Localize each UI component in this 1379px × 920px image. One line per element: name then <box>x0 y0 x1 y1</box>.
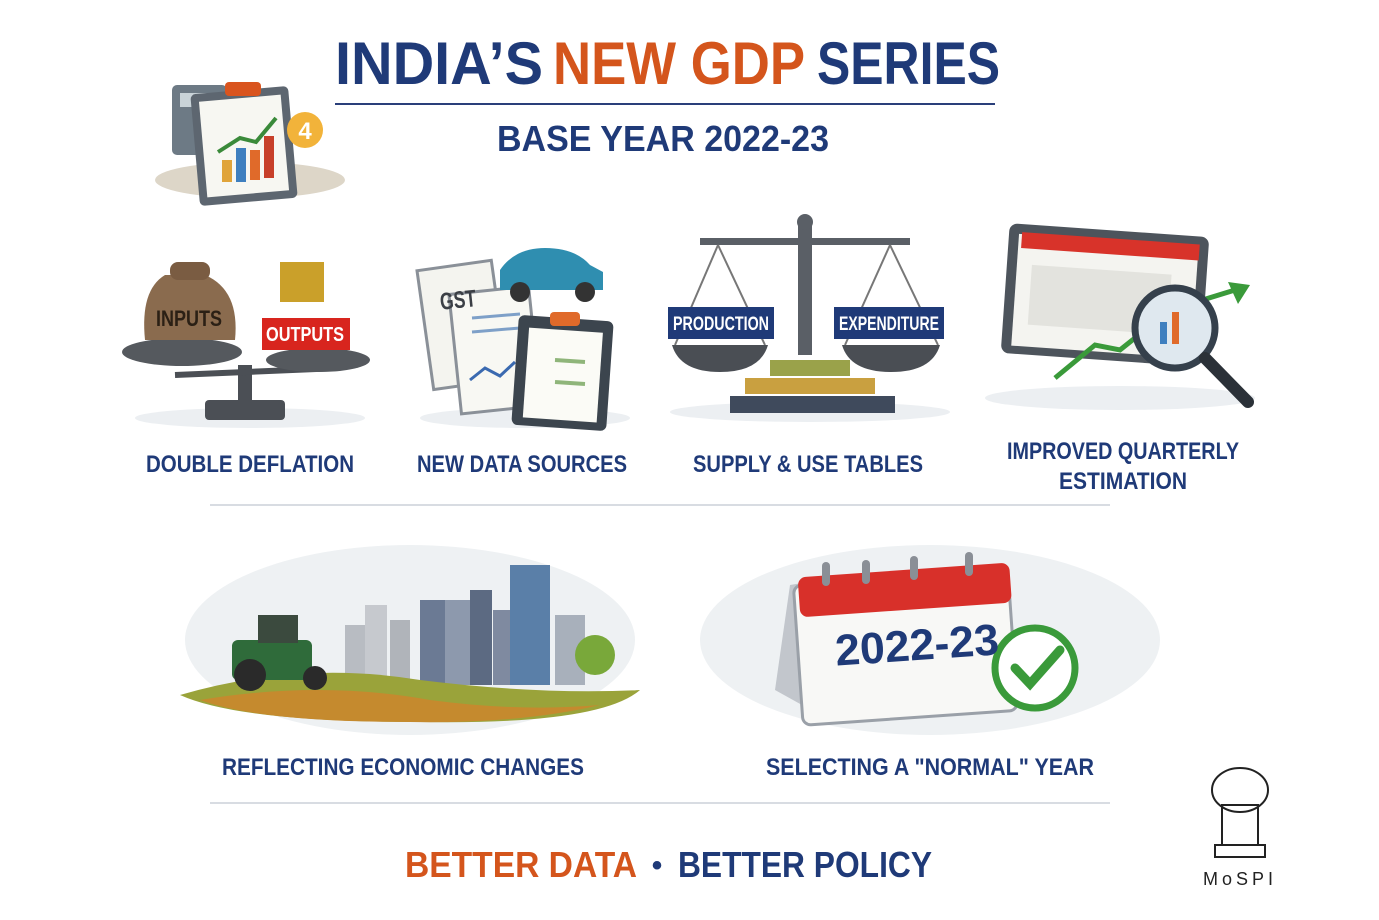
calendar-icon-part <box>822 562 830 586</box>
scale-icon-part <box>170 262 210 280</box>
scale-icon-part <box>280 262 324 302</box>
documents-icon-part <box>510 282 530 302</box>
balance-icon-part <box>668 307 774 339</box>
change-label: REFLECTING ECONOMIC CHANGES <box>222 754 584 781</box>
subtitle: BASE YEAR 2022-23 <box>497 118 829 159</box>
badge: 4 <box>298 118 312 145</box>
landscape-icon-part <box>258 615 298 643</box>
footer-separator: • <box>652 849 663 882</box>
feature-label: IMPROVED QUARTERLY <box>1007 438 1239 465</box>
balance-icon-part <box>798 225 812 355</box>
footer-left: BETTER DATA <box>405 844 637 885</box>
calendar-chart-icon-part <box>1021 232 1200 261</box>
calendar-icon-part <box>965 552 973 576</box>
feature-label: NEW DATA SOURCES <box>417 451 627 478</box>
calendar-chart-icon-part <box>1228 282 1250 304</box>
feature-label: ESTIMATION <box>1059 468 1187 495</box>
landscape-icon-part <box>510 565 550 685</box>
scale-icon <box>122 262 370 428</box>
calendar-icon-part <box>1010 645 1065 691</box>
landscape-icon-part <box>493 610 515 685</box>
clipboard-icon-part <box>236 148 246 182</box>
change-label: SELECTING A "NORMAL" YEAR <box>766 754 1094 781</box>
landscape-icon-part <box>390 620 410 685</box>
icon-text: PRODUCTION <box>673 314 769 335</box>
landscape-icon-part <box>575 635 615 675</box>
feature-label: SUPPLY & USE TABLES <box>693 451 923 478</box>
balance-icon-part <box>834 307 944 339</box>
emblem-icon <box>1211 767 1269 858</box>
scale-icon-part <box>205 400 285 420</box>
landscape-icon-part <box>303 666 327 690</box>
calendar-icon <box>700 545 1160 735</box>
title-part: SERIES <box>817 30 1000 97</box>
scale-icon-part <box>262 318 350 350</box>
balance-icon-part <box>672 345 768 372</box>
emblem-icon-part <box>1211 767 1269 813</box>
scale-icon-part <box>144 275 236 340</box>
landscape-icon-part <box>234 659 266 691</box>
balance-icon <box>668 214 950 422</box>
clipboard-icon-part <box>264 136 274 178</box>
documents-icon-part <box>522 327 603 423</box>
calendar-chart-icon-part <box>985 386 1255 410</box>
documents-icon-part <box>500 248 603 290</box>
calendar-chart-icon-part <box>1172 312 1179 344</box>
icon-text: OUTPUTS <box>266 324 344 346</box>
landscape-icon <box>180 545 640 735</box>
documents-icon-part <box>575 282 595 302</box>
scale-icon-part <box>122 338 242 366</box>
icon-text: EXPENDITURE <box>839 314 939 335</box>
balance-icon-part <box>730 396 895 413</box>
emblem-icon-part <box>1214 844 1266 858</box>
balance-icon-part <box>770 360 850 376</box>
calendar-icon-part <box>991 624 1079 712</box>
clipboard-icon <box>155 82 345 206</box>
logo-text: MoSPI <box>1203 869 1277 889</box>
calendar-icon-part <box>862 560 870 584</box>
documents-icon <box>415 248 630 431</box>
clipboard-icon-part <box>250 150 260 180</box>
clipboard-icon-part <box>216 116 278 154</box>
documents-icon-part <box>554 380 586 386</box>
title-part: NEW GDP <box>553 30 805 97</box>
footer-right: BETTER POLICY <box>678 844 932 885</box>
documents-icon-part <box>554 358 586 364</box>
scale-icon-part <box>266 348 370 372</box>
clipboard-icon-part <box>222 160 232 182</box>
balance-icon-part <box>842 345 940 372</box>
calendar-chart-icon-part <box>1199 352 1254 408</box>
calendar-icon-part <box>798 563 1012 617</box>
icon-text: GST <box>439 285 478 316</box>
calendar-icon-part <box>910 556 918 580</box>
documents-icon-part <box>471 326 521 334</box>
feature-label: DOUBLE DEFLATION <box>146 451 354 478</box>
landscape-icon-part <box>365 605 387 685</box>
balance-icon-part <box>700 238 910 245</box>
documents-icon-part <box>550 312 580 326</box>
icon-text: INPUTS <box>156 306 222 331</box>
clipboard-icon-part <box>225 82 261 96</box>
landscape-icon-part <box>200 690 600 723</box>
title-part: INDIA’S <box>335 30 543 97</box>
balance-icon-part <box>745 378 875 394</box>
icon-text: 2022-23 <box>834 615 1001 675</box>
documents-icon-part <box>469 360 517 382</box>
documents-icon-part <box>471 312 521 320</box>
balance-icon-part <box>797 214 813 230</box>
calendar-chart-icon <box>985 223 1255 410</box>
clipboard-icon-part <box>287 112 323 148</box>
calendar-chart-icon-part <box>1160 322 1167 344</box>
landscape-icon-part <box>470 590 492 685</box>
